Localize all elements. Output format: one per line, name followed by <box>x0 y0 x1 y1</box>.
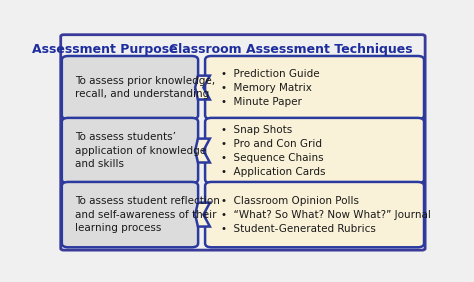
Polygon shape <box>195 76 210 100</box>
FancyBboxPatch shape <box>205 118 424 183</box>
Text: •  Prediction Guide
•  Memory Matrix
•  Minute Paper: • Prediction Guide • Memory Matrix • Min… <box>221 69 319 107</box>
Polygon shape <box>195 139 210 162</box>
FancyBboxPatch shape <box>62 56 198 119</box>
Text: •  Classroom Opinion Polls
•  “What? So What? Now What?” Journal
•  Student-Gene: • Classroom Opinion Polls • “What? So Wh… <box>221 196 431 233</box>
FancyBboxPatch shape <box>61 35 425 250</box>
Text: To assess prior knowledge,
recall, and understanding: To assess prior knowledge, recall, and u… <box>75 76 215 99</box>
Polygon shape <box>195 203 210 226</box>
Text: Classroom Assessment Techniques: Classroom Assessment Techniques <box>169 43 412 56</box>
Text: To assess students’
application of knowledge
and skills: To assess students’ application of knowl… <box>75 132 206 169</box>
FancyBboxPatch shape <box>62 118 198 183</box>
Text: •  Snap Shots
•  Pro and Con Grid
•  Sequence Chains
•  Application Cards: • Snap Shots • Pro and Con Grid • Sequen… <box>221 125 325 177</box>
FancyBboxPatch shape <box>205 56 424 119</box>
Text: To assess student reflection
and self-awareness of their
learning process: To assess student reflection and self-aw… <box>75 196 220 233</box>
Text: Assessment Purpose: Assessment Purpose <box>32 43 178 56</box>
FancyBboxPatch shape <box>62 182 198 247</box>
FancyBboxPatch shape <box>205 182 424 247</box>
